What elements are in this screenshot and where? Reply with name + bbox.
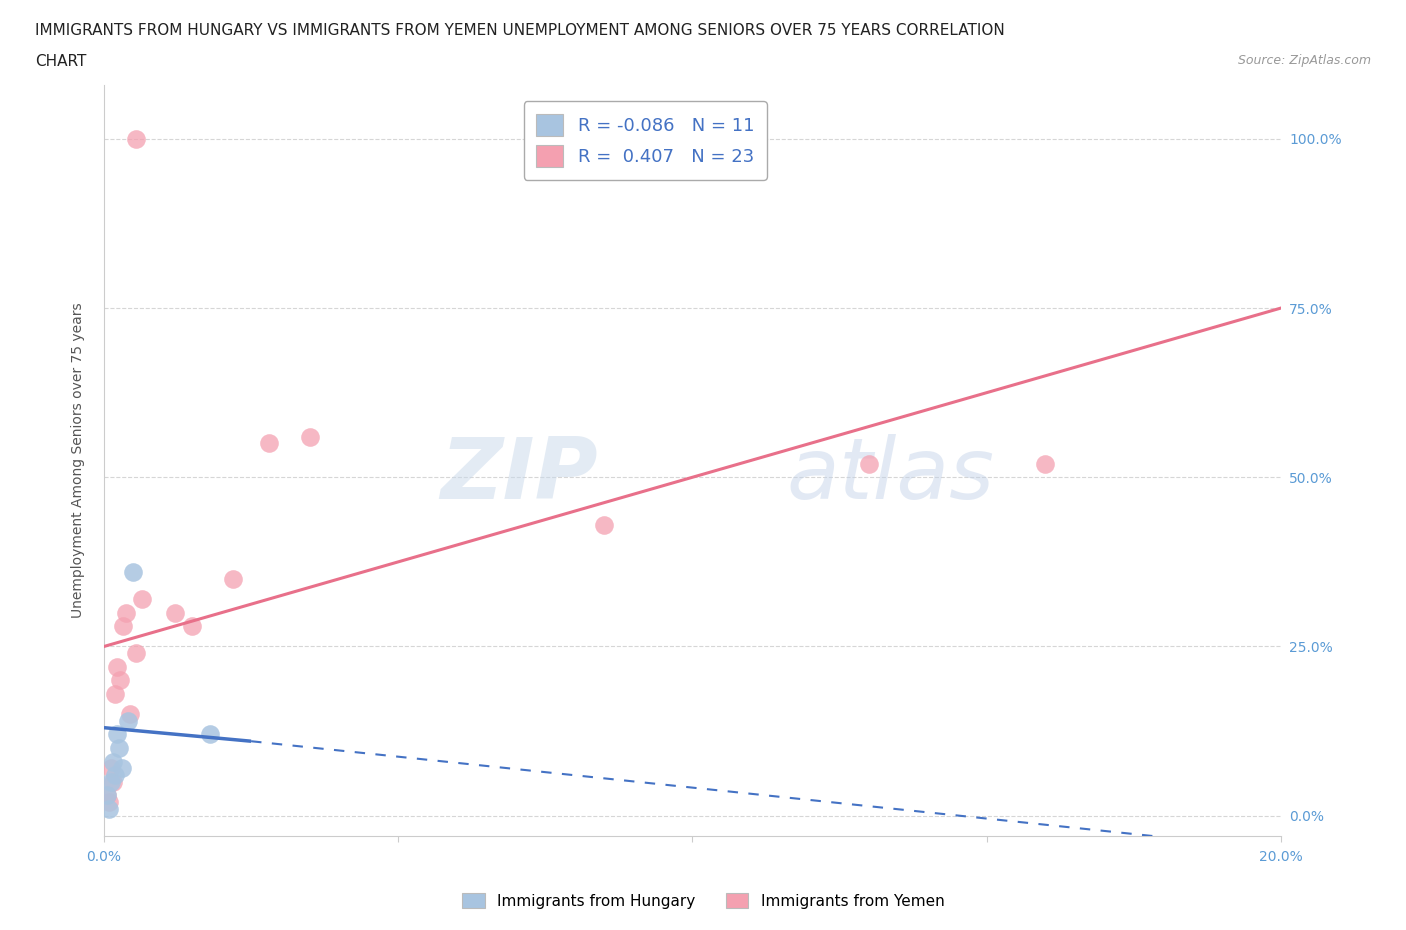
Point — [96, 788, 118, 803]
Point — [163, 605, 186, 620]
Y-axis label: Unemployment Among Seniors over 75 years: Unemployment Among Seniors over 75 years — [72, 302, 86, 618]
Point — [131, 591, 153, 606]
Text: ZIP: ZIP — [440, 434, 599, 517]
Point — [115, 605, 138, 620]
Point — [198, 727, 221, 742]
Point — [117, 713, 139, 728]
Point — [125, 131, 148, 146]
Point — [298, 430, 321, 445]
Point — [101, 754, 124, 769]
Point — [97, 802, 120, 817]
Point — [97, 794, 120, 809]
Legend: R = -0.086   N = 11, R =  0.407   N = 23: R = -0.086 N = 11, R = 0.407 N = 23 — [523, 101, 768, 179]
Point — [125, 645, 148, 660]
Point — [105, 659, 128, 674]
Text: Source: ZipAtlas.com: Source: ZipAtlas.com — [1237, 54, 1371, 67]
Point — [110, 673, 132, 688]
Point — [181, 618, 204, 633]
Text: atlas: atlas — [786, 434, 994, 517]
Point — [103, 767, 125, 782]
Point — [96, 788, 118, 803]
Point — [120, 707, 142, 722]
Point — [858, 457, 880, 472]
Point — [593, 517, 616, 532]
Point — [107, 740, 129, 755]
Point — [101, 775, 124, 790]
Point — [103, 686, 125, 701]
Point — [100, 761, 122, 776]
Point — [1035, 457, 1057, 472]
Point — [111, 618, 134, 633]
Point — [222, 571, 245, 586]
Text: CHART: CHART — [35, 54, 87, 69]
Point — [257, 436, 280, 451]
Point — [122, 565, 145, 579]
Point — [105, 727, 128, 742]
Legend: Immigrants from Hungary, Immigrants from Yemen: Immigrants from Hungary, Immigrants from… — [456, 886, 950, 915]
Point — [111, 761, 134, 776]
Point — [100, 775, 122, 790]
Text: IMMIGRANTS FROM HUNGARY VS IMMIGRANTS FROM YEMEN UNEMPLOYMENT AMONG SENIORS OVER: IMMIGRANTS FROM HUNGARY VS IMMIGRANTS FR… — [35, 23, 1005, 38]
